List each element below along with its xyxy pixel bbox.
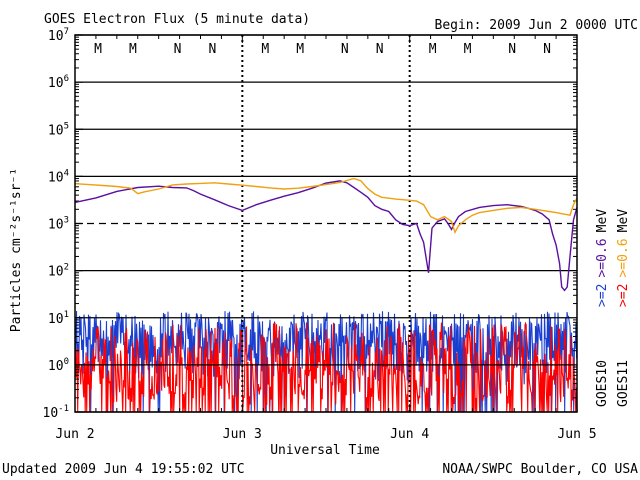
y-tick-label: 10-1 [43,404,70,421]
legend-goes10-energy: >=2 >=0.6 MeV [595,209,610,307]
source-credit: NOAA/SWPC Boulder, CO USA [442,462,638,477]
legend-goes10-2mev: >=2 [595,284,610,307]
y-tick-label: 103 [48,216,69,233]
right-legend: GOES10 GOES11 >=2 >=0.6 MeV >=2 >=0.6 MeV [595,209,631,407]
x-tick-label: Jun 3 [223,427,262,442]
marker-n: N [341,42,349,57]
x-tick-label: Jun 4 [390,427,429,442]
legend-mev-b: MeV [616,209,631,233]
y-tick-label: 102 [48,263,69,280]
marker-n: N [508,42,516,57]
legend-goes11-06mev: >=0.6 [616,238,631,277]
y-tick-label: 106 [48,74,69,91]
legend-mev-a: MeV [595,209,610,233]
y-tick-labels: 10-1 100 101 102 103 104 105 106 107 [43,27,83,421]
marker-m: M [429,42,437,57]
marker-n: N [208,42,216,57]
x-axis-label: Universal Time [270,443,380,458]
marker-n: N [174,42,182,57]
marker-m: M [261,42,269,57]
series-goes10-06mev [74,180,578,292]
legend-goes10: GOES10 [595,360,610,407]
chart-title: GOES Electron Flux (5 minute data) [44,12,310,27]
marker-n: N [376,42,384,57]
y-tick-label: 104 [48,168,69,185]
legend-goes10-06mev: >=0.6 [595,238,610,277]
legend-goes11-energy: >=2 >=0.6 MeV [616,209,631,307]
marker-m: M [129,42,137,57]
x-tick-labels: Jun 2 Jun 3 Jun 4 Jun 5 [55,427,596,442]
marker-m: M [94,42,102,57]
marker-n: N [543,42,551,57]
legend-goes11: GOES11 [616,360,631,407]
legend-goes11-2mev: >=2 [616,284,631,307]
begin-label: Begin: 2009 Jun 2 0000 UTC [435,18,639,33]
series-goes11-2mev [74,321,578,413]
plot-area [74,34,578,413]
y-tick-label: 100 [48,357,69,374]
updated-timestamp: Updated 2009 Jun 4 19:55:02 UTC [2,462,245,477]
svg-text:Particles cm⁻²s⁻¹sr⁻¹: Particles cm⁻²s⁻¹sr⁻¹ [9,168,24,332]
y-tick-label: 105 [48,121,69,138]
x-tick-label: Jun 2 [55,427,94,442]
y-tick-label: 101 [48,310,69,327]
y-axis-label: Particles cm⁻²s⁻¹sr⁻¹ [9,168,24,332]
x-tick-label: Jun 5 [557,427,596,442]
marker-m: M [296,42,304,57]
series-goes11-06mev [74,177,578,235]
y-tick-label: 107 [48,27,69,44]
marker-m: M [464,42,472,57]
